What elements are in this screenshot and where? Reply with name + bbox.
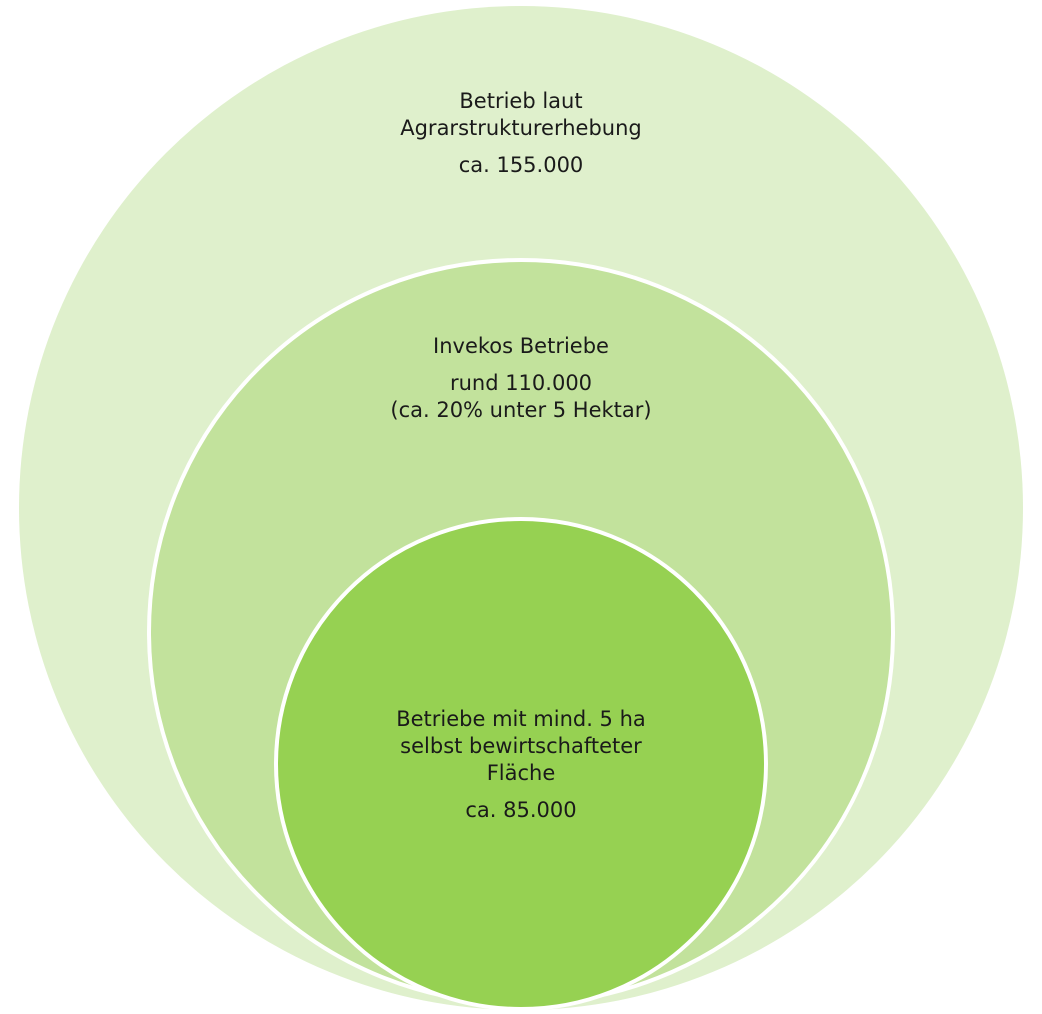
- inner-circle-title-line-3: Fläche: [486, 761, 556, 785]
- outer-circle-title-line-2: Agrarstrukturerhebung: [400, 116, 642, 140]
- inner-circle-title-line-2: selbst bewirtschafteter: [400, 734, 642, 758]
- outer-circle-count: ca. 155.000: [458, 153, 584, 177]
- middle-circle-count: rund 110.000: [449, 371, 593, 395]
- inner-circle-count: ca. 85.000: [465, 798, 577, 822]
- inner-circle-title-line-1: Betriebe mit mind. 5 ha: [396, 707, 646, 731]
- outer-circle-label: Betrieb laut Agrarstrukturerhebung ca. 1…: [321, 88, 721, 179]
- middle-circle-title-line-1: Invekos Betriebe: [433, 334, 609, 358]
- middle-circle-note: (ca. 20% unter 5 Hektar): [390, 398, 652, 422]
- inner-circle-label: Betriebe mit mind. 5 ha selbst bewirtsch…: [341, 706, 701, 824]
- inner-circle: [274, 517, 768, 1011]
- outer-circle-title-line-1: Betrieb laut: [459, 89, 583, 113]
- middle-circle-label: Invekos Betriebe rund 110.000 (ca. 20% u…: [321, 333, 721, 424]
